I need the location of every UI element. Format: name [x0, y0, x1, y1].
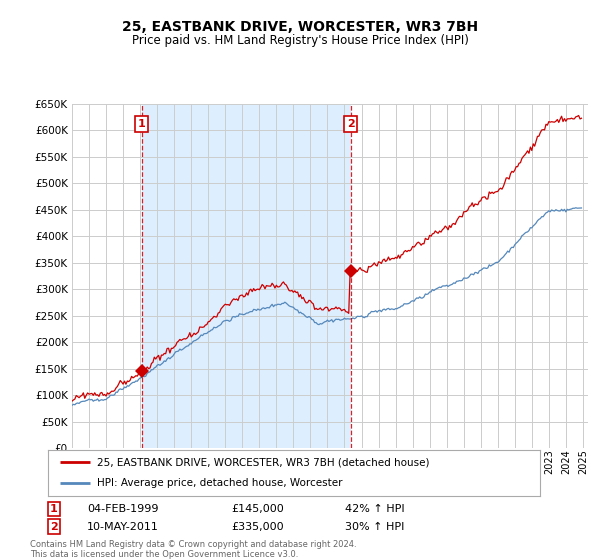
Text: 1: 1	[50, 504, 58, 514]
Text: 25, EASTBANK DRIVE, WORCESTER, WR3 7BH (detached house): 25, EASTBANK DRIVE, WORCESTER, WR3 7BH (…	[97, 457, 430, 467]
Text: HPI: Average price, detached house, Worcester: HPI: Average price, detached house, Worc…	[97, 478, 343, 488]
Text: Price paid vs. HM Land Registry's House Price Index (HPI): Price paid vs. HM Land Registry's House …	[131, 34, 469, 46]
Text: 25, EASTBANK DRIVE, WORCESTER, WR3 7BH: 25, EASTBANK DRIVE, WORCESTER, WR3 7BH	[122, 20, 478, 34]
Text: £335,000: £335,000	[231, 522, 284, 532]
Bar	[142, 104, 350, 448]
Text: 42% ↑ HPI: 42% ↑ HPI	[345, 504, 404, 514]
Text: 10-MAY-2011: 10-MAY-2011	[87, 522, 159, 532]
Text: 30% ↑ HPI: 30% ↑ HPI	[345, 522, 404, 532]
Text: 04-FEB-1999: 04-FEB-1999	[87, 504, 158, 514]
Text: £145,000: £145,000	[231, 504, 284, 514]
Text: 2: 2	[50, 522, 58, 532]
Text: 1: 1	[138, 119, 146, 129]
Text: 2: 2	[347, 119, 355, 129]
Text: Contains HM Land Registry data © Crown copyright and database right 2024.
This d: Contains HM Land Registry data © Crown c…	[30, 540, 356, 559]
